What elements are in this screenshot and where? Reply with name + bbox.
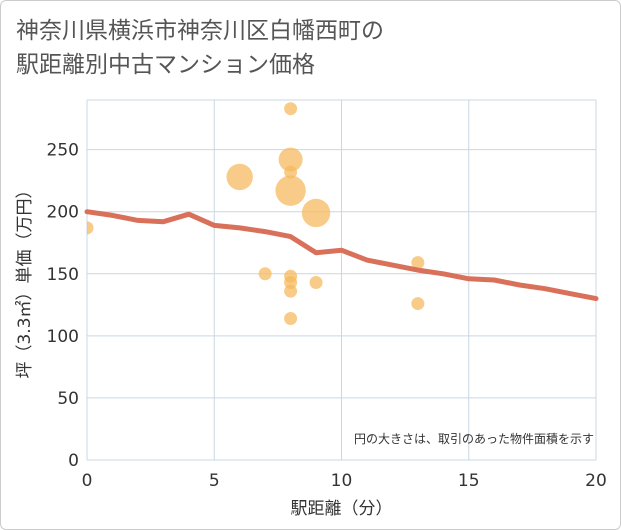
- y-tick-label: 200: [47, 203, 79, 223]
- x-tick-label: 20: [585, 471, 607, 491]
- y-tick-label: 0: [68, 451, 79, 471]
- title-line-1: 神奈川県横浜市神奈川区白幡西町の: [16, 18, 384, 44]
- y-tick-label: 100: [47, 327, 79, 347]
- data-point: [284, 284, 298, 298]
- data-point: [309, 275, 323, 289]
- x-axis-label: 駅距離（分）: [291, 499, 393, 519]
- data-point: [278, 147, 303, 172]
- data-point: [284, 165, 298, 179]
- data-point: [87, 221, 94, 235]
- y-tick-label: 50: [57, 389, 79, 409]
- data-point: [411, 256, 425, 270]
- y-tick-label: 250: [47, 141, 79, 161]
- data-point: [275, 175, 306, 206]
- data-point: [284, 311, 298, 325]
- x-tick-label: 10: [331, 471, 353, 491]
- data-bubbles: [87, 102, 425, 325]
- data-point: [258, 267, 272, 281]
- chart-title: 神奈川県横浜市神奈川区白幡西町の 駅距離別中古マンション価格: [16, 14, 384, 82]
- data-point: [226, 163, 253, 191]
- y-axis-ticks: 0 50 100 150 200 250: [47, 141, 79, 471]
- size-note: 円の大きさは、取引のあった物件面積を示す: [354, 431, 594, 446]
- x-tick-label: 5: [209, 471, 220, 491]
- data-point: [301, 198, 331, 228]
- grid-lines: [86, 99, 597, 461]
- x-tick-label: 0: [82, 471, 93, 491]
- y-axis-label: 坪（3.3㎡）単価（万円）: [15, 181, 35, 378]
- trend-line: [84, 209, 599, 302]
- x-tick-label: 15: [458, 471, 480, 491]
- data-point: [411, 297, 425, 311]
- x-axis-ticks: 0 5 10 15 20: [82, 471, 607, 491]
- title-line-2: 駅距離別中古マンション価格: [16, 52, 315, 78]
- data-point: [284, 102, 298, 116]
- y-tick-label: 150: [47, 265, 79, 285]
